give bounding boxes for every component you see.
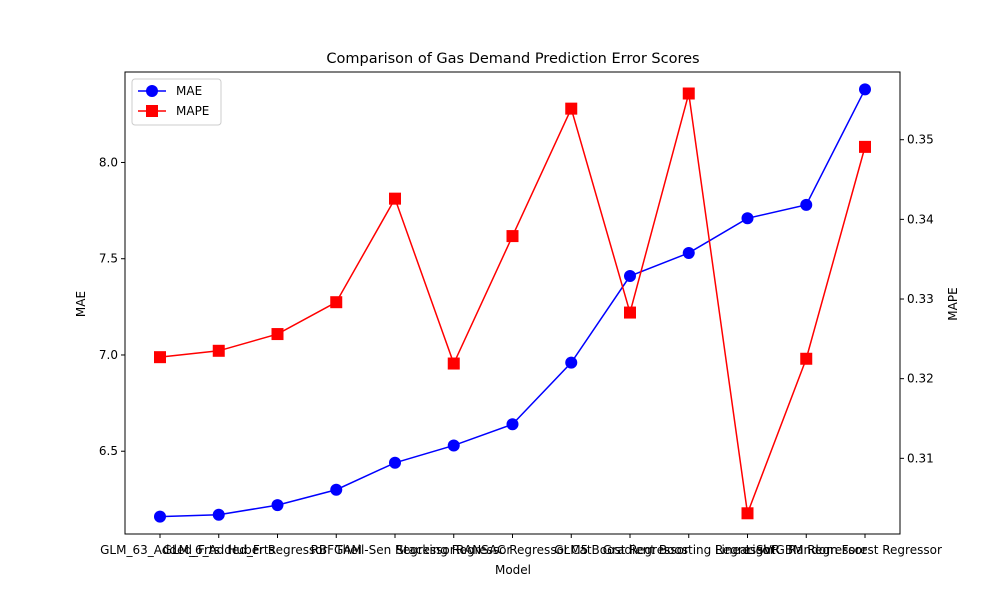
data-point-mae [682,246,695,259]
data-point-mae [330,483,343,496]
legend-label-mape: MAPE [176,104,209,118]
legend: MAE MAPE [131,78,222,126]
x-tick-label: RBFGAM [311,543,362,557]
x-tick-label: GLM_6_Added_Frts [163,543,275,557]
chart-title: Comparison of Gas Demand Prediction Erro… [326,51,699,67]
data-point-mae [506,418,519,431]
y-axis-right-title: MAPE [946,287,960,320]
data-point-mape [859,140,871,153]
data-point-mape [212,344,225,357]
data-point-mape [624,306,636,319]
data-point-mae [800,198,813,211]
x-axis-title: Model [495,563,531,577]
data-point-mae [154,510,166,523]
data-point-mae [859,83,871,96]
plot-frame [124,71,901,535]
data-point-mape [271,328,284,341]
y-left-tick-label: 7.5 [99,252,118,266]
series-line-mae [159,88,866,518]
y-right-tick-label: 0.34 [907,212,934,226]
y-left-tick-label: 8.0 [99,155,118,169]
x-tick-label: Linear SVR [715,543,780,557]
y-right-tick-label: 0.33 [907,292,934,306]
data-point-mae [447,439,460,452]
x-tick-label: RANSAC Regressor [456,543,569,557]
legend-marker-mae [146,85,158,97]
x-tick-label: Random Forest Regressor [788,543,942,557]
data-point-mae [389,456,401,469]
x-tick-label: Theil-Sen Regressor [334,543,454,557]
data-point-mape [506,230,519,243]
data-point-mae [271,499,284,512]
x-tick-label: Huber Regressor [227,543,327,557]
data-point-mape [389,192,401,205]
legend-marker-mape [146,105,158,117]
data-point-mape [565,102,578,115]
data-point-mape [800,352,813,365]
x-tick-label: GLM_63_Added_Frts [100,543,220,557]
data-point-mape [741,507,754,520]
x-tick-label: CatBoost Regressor [571,543,689,557]
data-point-mape [330,296,343,309]
x-tick-label: Stacking Regressor [396,543,511,557]
data-point-mae [212,508,225,521]
series-line-mape [159,93,866,514]
legend-label-mae: MAE [176,84,202,98]
y-left-tick-label: 6.5 [99,444,118,458]
y-left-tick-label: 7.0 [99,348,118,362]
y-right-tick-label: 0.32 [907,372,934,386]
y-axis-left-title: MAE [74,291,88,317]
data-point-mape [154,351,166,364]
data-point-mape [447,357,460,370]
data-point-mae [624,270,636,283]
data-point-mae [565,356,578,369]
x-tick-label: LightGBM Regressor [746,543,867,557]
data-point-mae [741,212,754,225]
y-right-tick-label: 0.31 [907,451,934,465]
x-tick-label: GLM5 [554,543,588,557]
y-right-tick-label: 0.35 [907,133,934,147]
x-tick-label: Gradient Boosting Regressor [603,543,775,557]
data-point-mape [682,87,695,100]
